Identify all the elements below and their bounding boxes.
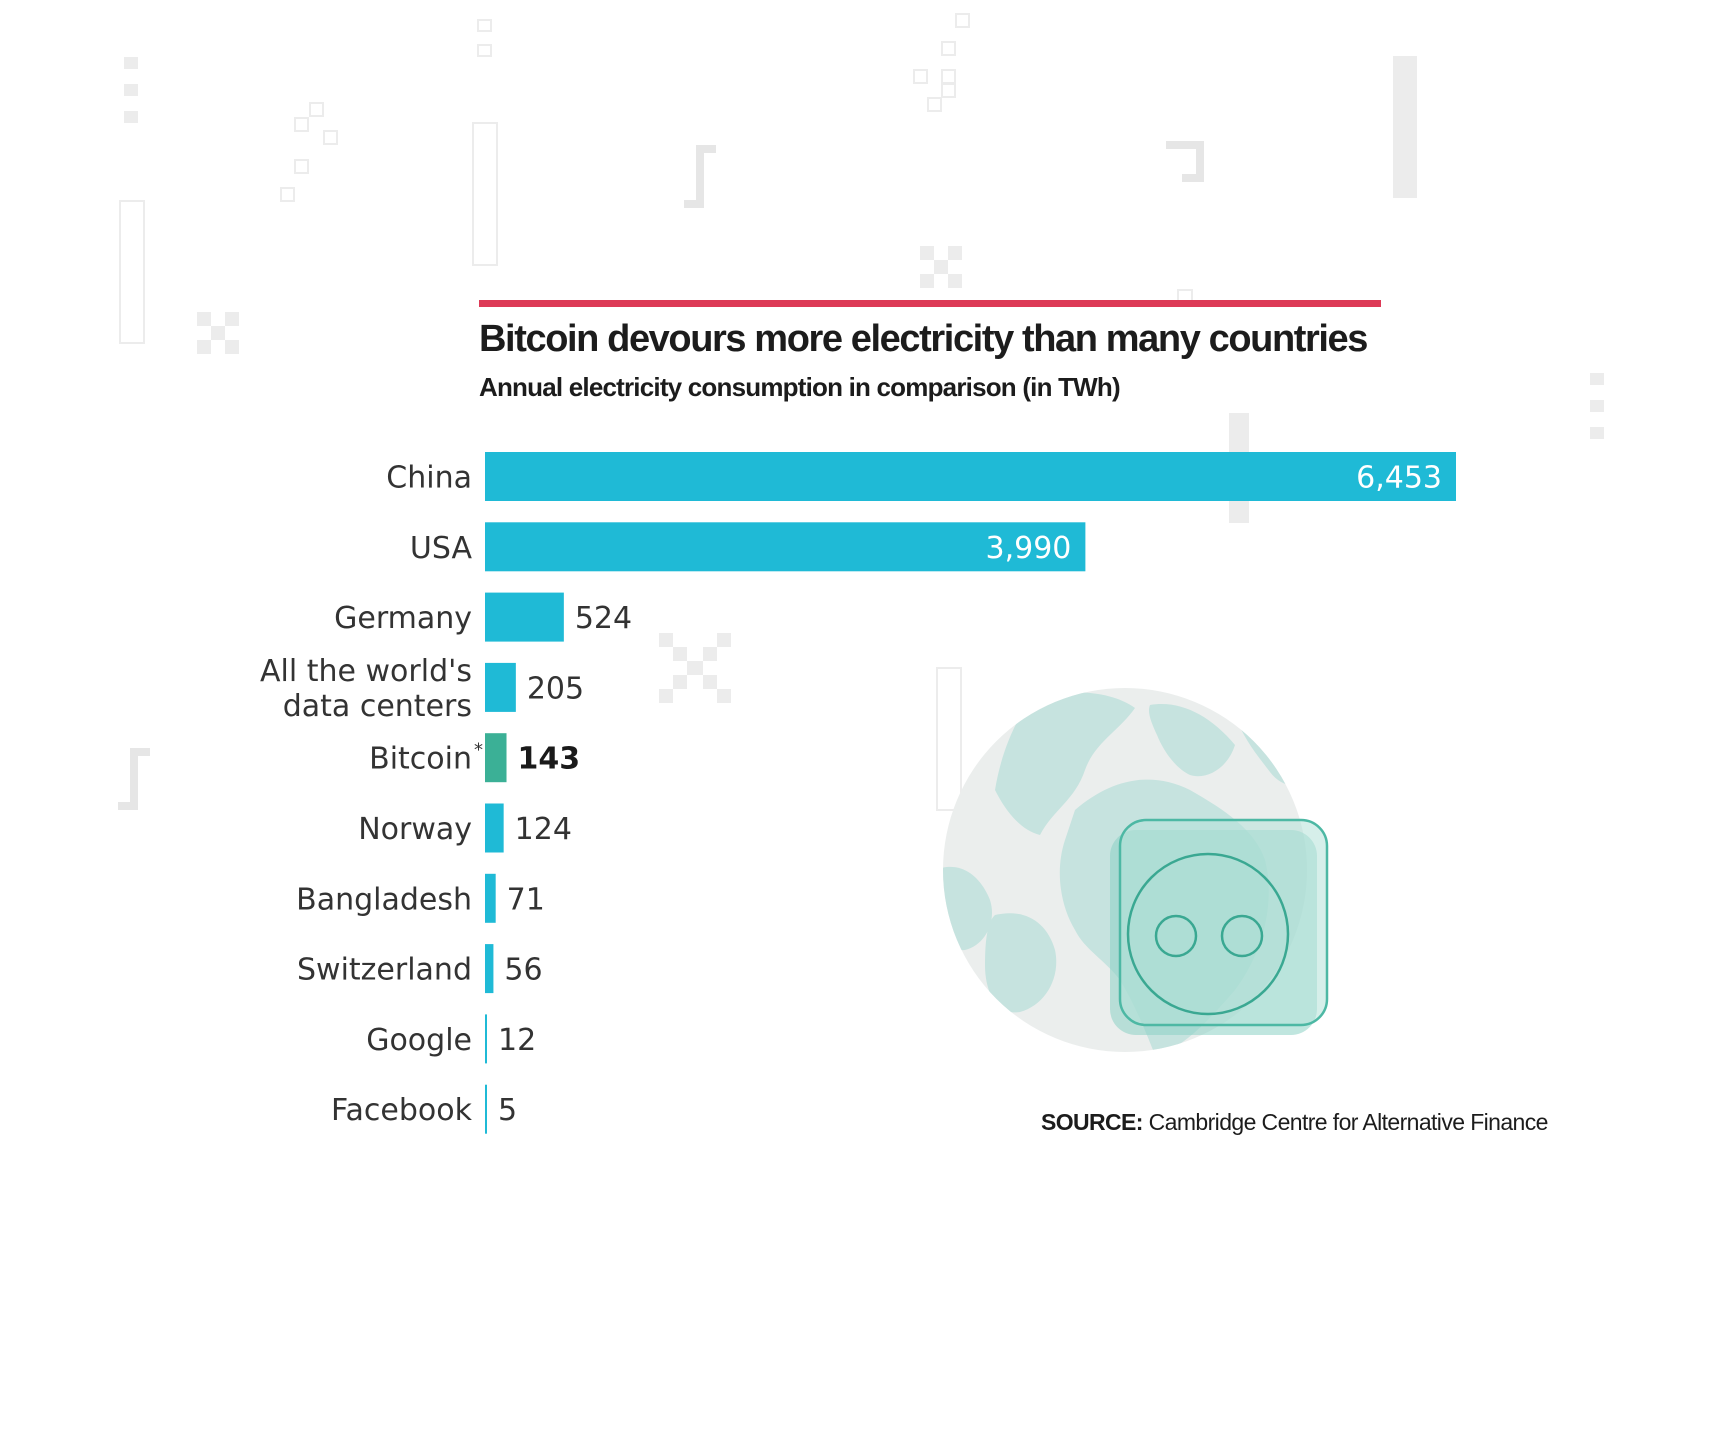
value-label-norway: 124 (515, 812, 572, 847)
category-label-germany: Germany (334, 601, 472, 636)
bar-norway (485, 803, 504, 853)
socket-hole-left (1154, 914, 1198, 958)
globe-with-power-socket-icon (943, 688, 1329, 1052)
bar-china (485, 452, 1456, 501)
category-label-switzerland: Switzerland (297, 953, 472, 988)
value-label-switzerland: 56 (504, 953, 542, 988)
value-label-google: 12 (498, 1023, 536, 1058)
socket-ring (1126, 852, 1290, 1016)
bar-switzerland (485, 944, 494, 994)
source-note: SOURCE: Cambridge Centre for Alternative… (1041, 1109, 1548, 1136)
bar-all-the-world-s-data-centers (485, 662, 516, 712)
value-label-usa: 3,990 (985, 531, 1071, 566)
source-text: Cambridge Centre for Alternative Finance (1148, 1109, 1549, 1135)
category-label-bangladesh: Bangladesh (296, 882, 472, 917)
bar-bitcoin (485, 733, 507, 783)
value-label-germany: 524 (575, 601, 632, 636)
category-label-all-the-world-s-data-centers: All the world's data centers (260, 654, 472, 724)
bar-bangladesh (485, 873, 496, 923)
accent-rule (479, 300, 1381, 307)
pixel-outlines (119, 13, 1193, 811)
category-label-facebook: Facebook (331, 1093, 473, 1128)
socket-hole-right (1220, 914, 1264, 958)
footnote-marker: * (474, 740, 483, 761)
category-label-bitcoin: Bitcoin (369, 742, 472, 777)
value-label-bangladesh: 71 (507, 882, 545, 917)
corner-glyphs (118, 141, 1204, 810)
chart-subtitle: Annual electricity consumption in compar… (479, 372, 1121, 402)
bar-facebook (485, 1084, 487, 1134)
bar-germany (485, 592, 564, 642)
chart-title: Bitcoin devours more electricity than ma… (479, 318, 1368, 360)
category-label-china: China (386, 461, 472, 496)
category-label-google: Google (366, 1023, 472, 1058)
pixel-squares (124, 56, 1604, 703)
socket-plate (1118, 818, 1329, 1027)
value-label-china: 6,453 (1356, 461, 1442, 496)
source-label: SOURCE: (1041, 1109, 1143, 1135)
bar-google (485, 1014, 487, 1064)
category-label-usa: USA (410, 531, 473, 566)
value-label-facebook: 5 (498, 1093, 517, 1128)
value-label-all-the-world-s-data-centers: 205 (527, 671, 584, 706)
value-label-bitcoin: 143 (518, 742, 581, 777)
bar-usa (485, 522, 1086, 572)
category-label-norway: Norway (358, 812, 472, 847)
